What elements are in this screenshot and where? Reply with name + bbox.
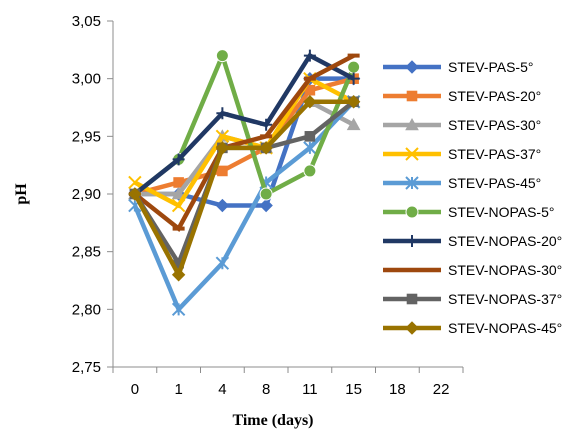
legend-label: STEV-NOPAS-37°	[448, 291, 562, 307]
data-point	[303, 164, 317, 178]
legend-label: STEV-PAS-37°	[448, 146, 541, 162]
legend-label: STEV-PAS-20°	[448, 88, 541, 104]
data-point	[215, 141, 230, 155]
legend-item-6: STEV-NOPAS-5°	[383, 204, 554, 220]
legend-item-9: STEV-NOPAS-37°	[383, 291, 562, 307]
y-tick-label: 2,90	[72, 186, 101, 203]
legend-item-2: STEV-PAS-20°	[383, 88, 541, 104]
legend-swatch-marker	[405, 60, 419, 74]
data-point	[259, 141, 273, 155]
series-line	[132, 99, 354, 281]
series-line	[132, 100, 356, 314]
axes: 2,75 2,80 2,85 2,90 2,95 3,00 3,05 0 1 4 8 11 15 18 22	[72, 13, 464, 398]
data-point	[303, 95, 317, 109]
x-tick-label: 4	[218, 381, 226, 398]
legend-label: STEV-NOPAS-30°	[448, 262, 562, 278]
data-point	[303, 49, 316, 62]
data-point	[171, 268, 186, 282]
legend-item-7: STEV-NOPAS-20°	[383, 233, 562, 249]
legend-item-3: STEV-PAS-30°	[383, 117, 541, 133]
x-tick-label: 8	[262, 381, 270, 398]
data-point	[346, 117, 361, 131]
y-axis-title: pH	[13, 183, 30, 205]
y-tick-label: 3,05	[72, 13, 101, 30]
x-tick-label: 11	[302, 381, 318, 398]
legend-swatch-marker	[405, 176, 419, 190]
data-point	[303, 76, 316, 81]
data-point	[346, 95, 361, 109]
series-10	[128, 95, 361, 282]
data-point	[347, 60, 361, 74]
data-point	[303, 141, 317, 155]
data-point	[172, 226, 185, 231]
y-tick-label: 2,80	[72, 301, 101, 318]
legend-item-10: STEV-NOPAS-45°	[383, 320, 562, 336]
x-tick-label: 22	[433, 381, 450, 398]
legend-swatch-marker	[406, 235, 418, 247]
legend-swatch-marker	[405, 205, 419, 219]
data-point	[304, 131, 316, 142]
data-point	[260, 118, 273, 131]
x-tick-label: 0	[131, 381, 139, 398]
data-point	[215, 129, 230, 144]
y-tick-label: 2,95	[72, 128, 101, 145]
data-point	[259, 187, 273, 201]
data-point	[217, 165, 228, 177]
legend-item-5: STEV-PAS-45°	[383, 175, 541, 191]
legend-label: STEV-NOPAS-20°	[448, 233, 562, 249]
data-point	[347, 53, 360, 58]
series-layer	[128, 49, 361, 317]
legend-item-1: STEV-PAS-5°	[383, 59, 533, 75]
x-axis-title: Time (days)	[232, 412, 313, 429]
y-tick-label: 2,75	[72, 359, 101, 376]
data-point	[260, 134, 273, 139]
data-point	[128, 175, 142, 190]
legend: STEV-PAS-5° STEV-PAS-20° STEV-PAS-30° STEV-…	[383, 59, 562, 336]
data-point	[216, 107, 229, 120]
legend-item-4: STEV-PAS-37°	[383, 146, 541, 162]
legend-swatch-marker	[406, 293, 418, 305]
data-point	[215, 198, 230, 213]
data-point	[173, 177, 184, 188]
legend-swatch-marker	[405, 147, 419, 161]
data-point	[215, 256, 230, 270]
legend-item-8: STEV-NOPAS-30°	[383, 262, 562, 278]
y-tick-label: 3,00	[72, 71, 101, 88]
legend-label: STEV-NOPAS-5°	[448, 204, 554, 220]
x-tick-label: 15	[345, 381, 362, 398]
legend-swatch-marker	[405, 321, 419, 335]
series-line	[133, 49, 356, 198]
y-tick-label: 2,85	[72, 244, 101, 261]
data-point	[259, 198, 273, 213]
data-point	[215, 49, 229, 63]
x-tick-label: 18	[389, 381, 406, 398]
series-line	[133, 52, 355, 196]
data-point	[171, 302, 186, 317]
data-point	[172, 153, 185, 166]
legend-swatch-marker	[406, 90, 418, 102]
legend-label: STEV-PAS-30°	[448, 117, 541, 133]
legend-swatch-marker	[405, 117, 419, 131]
data-point	[128, 187, 142, 201]
series-line	[134, 76, 355, 197]
legend-swatch-marker	[406, 268, 418, 272]
data-point	[171, 186, 186, 200]
legend-label: STEV-PAS-45°	[448, 175, 541, 191]
x-tick-label: 1	[174, 381, 182, 398]
data-point	[347, 72, 360, 85]
legend-label: STEV-PAS-5°	[448, 59, 533, 75]
series-line	[133, 53, 355, 233]
legend-label: STEV-NOPAS-45°	[448, 320, 562, 336]
data-point	[171, 198, 186, 213]
